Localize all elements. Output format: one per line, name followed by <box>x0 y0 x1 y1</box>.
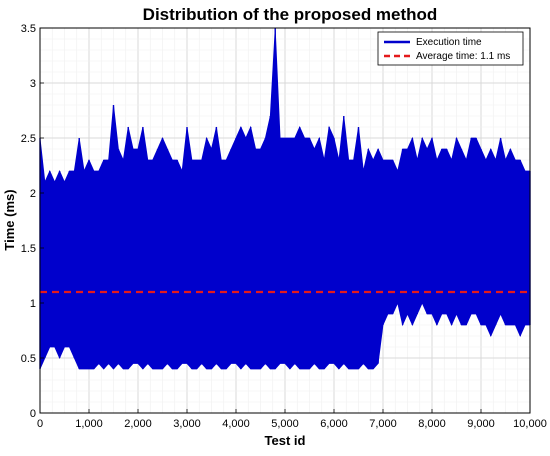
legend-box <box>377 31 524 66</box>
x-tick-label: 3,000 <box>173 418 201 430</box>
y-tick-label: 1 <box>30 298 36 310</box>
y-tick-label: 1.5 <box>21 243 36 255</box>
x-axis-ticks: 0 1,000 2,000 3,000 4,000 5,000 6,000 7,000 8,00… <box>37 409 547 430</box>
x-axis-label: Test id <box>265 433 306 448</box>
y-tick-label: 3 <box>30 78 36 90</box>
y-tick-label: 3.5 <box>21 23 36 35</box>
x-tick-label: 2,000 <box>124 418 152 430</box>
chart-title: Distribution of the proposed method <box>143 5 438 24</box>
x-tick-label: 6,000 <box>320 418 348 430</box>
y-axis-label: Time (ms) <box>2 189 17 250</box>
y-tick-label: 2 <box>30 188 36 200</box>
legend-label-average-time: Average time: 1.1 ms <box>416 51 510 62</box>
y-tick-label: 2.5 <box>21 133 36 145</box>
y-axis-ticks: 0 0.5 1 1.5 2 2.5 3 3.5 <box>21 23 44 420</box>
x-tick-label: 0 <box>37 418 43 430</box>
x-tick-label: 10,000 <box>513 418 547 430</box>
x-tick-label: 7,000 <box>369 418 397 430</box>
x-tick-label: 9,000 <box>467 418 495 430</box>
series-layer <box>39 27 531 370</box>
x-tick-label: 4,000 <box>222 418 250 430</box>
x-tick-label: 5,000 <box>271 418 299 430</box>
legend: Execution time Average time: 1.1 ms <box>377 31 524 66</box>
x-tick-label: 1,000 <box>75 418 103 430</box>
x-tick-label: 8,000 <box>418 418 446 430</box>
y-tick-label: 0.5 <box>21 353 36 365</box>
legend-label-execution-time: Execution time <box>416 37 482 48</box>
y-tick-label: 0 <box>30 408 36 420</box>
